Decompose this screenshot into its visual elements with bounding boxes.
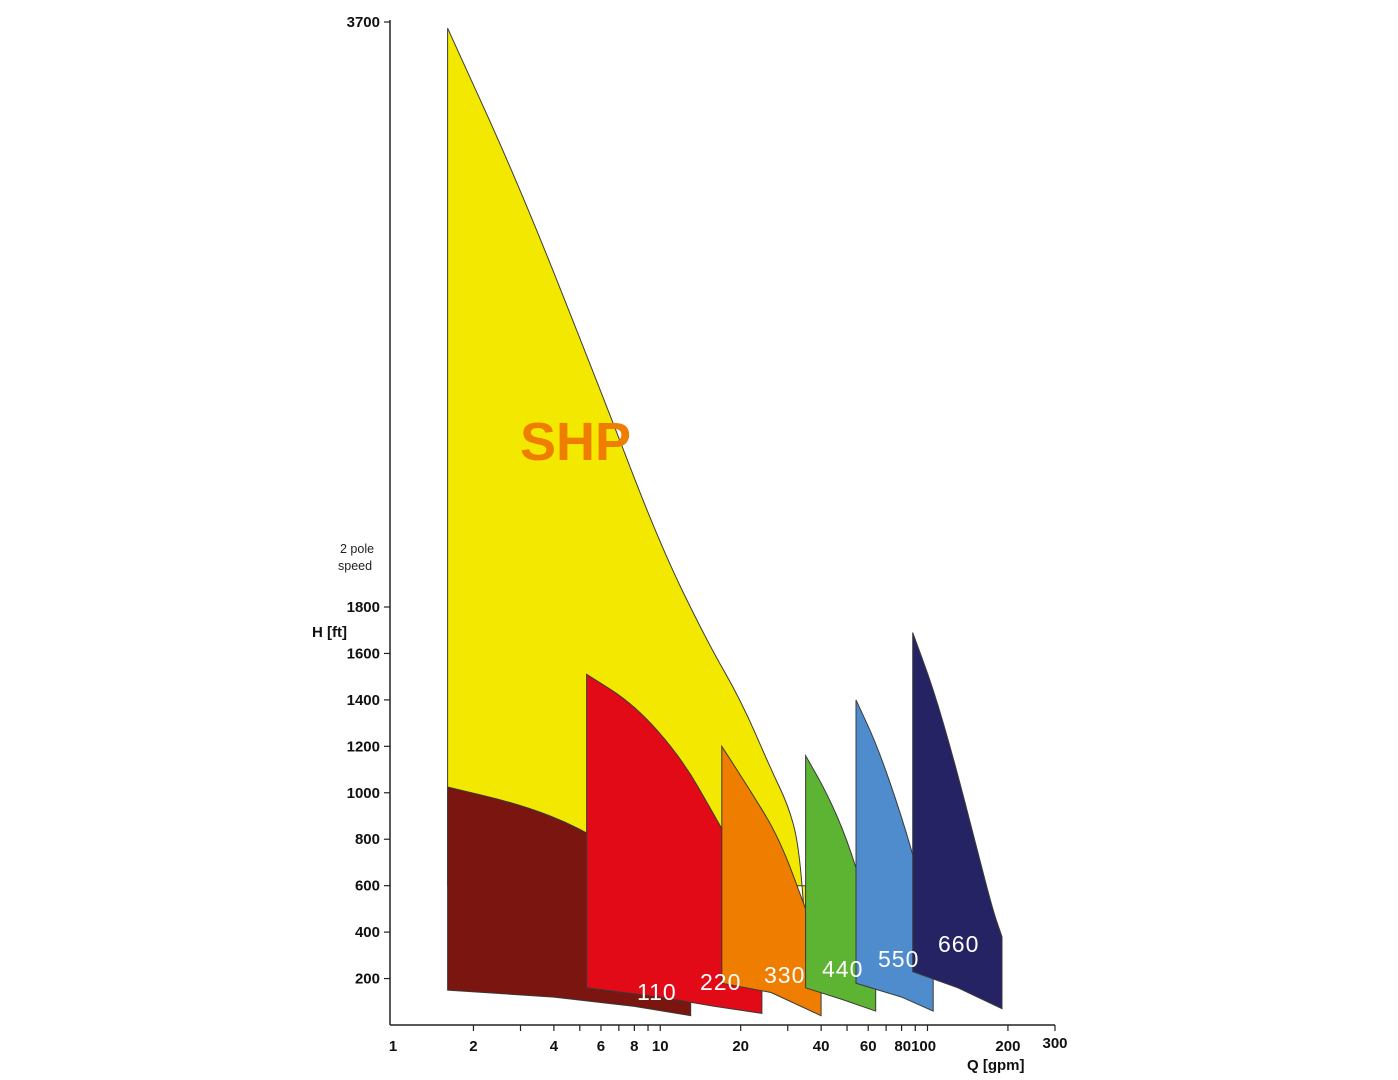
performance-regions <box>447 27 1003 1017</box>
x-tick-label-1: 1 <box>389 1038 397 1055</box>
x-tick-label-20: 20 <box>732 1038 749 1055</box>
region-label-440: 440 <box>822 956 863 982</box>
y-tick-label-1000: 1000 <box>347 785 380 802</box>
region-label-330: 330 <box>764 962 805 988</box>
region-label-550: 550 <box>878 946 919 972</box>
x-tick-label-300: 300 <box>1042 1035 1067 1052</box>
region-label-shp: SHP <box>520 412 631 472</box>
y-axis-title: H [ft] <box>312 624 347 641</box>
x-tick-label-6: 6 <box>597 1038 605 1055</box>
y-tick-label-1400: 1400 <box>347 692 380 709</box>
y-tick-label-200: 200 <box>355 971 380 988</box>
x-tick-label-2: 2 <box>469 1038 477 1055</box>
y-tick-label-1200: 1200 <box>347 738 380 755</box>
region-shp <box>447 27 807 933</box>
x-tick-label-40: 40 <box>813 1038 830 1055</box>
speed-note: 2 pole speed <box>338 542 378 573</box>
region-label-660: 660 <box>938 931 979 957</box>
y-tick-label-600: 600 <box>355 878 380 895</box>
region-labels: SHP 110 220 330 440 550 660 <box>520 412 979 1005</box>
region-label-220: 220 <box>700 969 741 995</box>
speed-note-line-2: speed <box>338 559 372 573</box>
x-tick-label-8: 8 <box>630 1038 638 1055</box>
y-ticks: 200 400 600 800 1000 1200 1400 1600 1800 3700 <box>347 14 390 988</box>
axes <box>389 20 1055 1026</box>
x-tick-label-60: 60 <box>860 1038 877 1055</box>
y-tick-label-800: 800 <box>355 831 380 848</box>
y-tick-label-1600: 1600 <box>347 645 380 662</box>
y-tick-label-3700: 3700 <box>347 14 380 31</box>
region-label-110: 110 <box>637 979 677 1005</box>
y-tick-label-1800: 1800 <box>347 599 380 616</box>
x-tick-label-10: 10 <box>652 1038 669 1055</box>
x-axis-title: Q [gpm] <box>967 1057 1025 1074</box>
speed-note-line-1: 2 pole <box>340 542 374 556</box>
x-tick-label-80100: 80100 <box>894 1038 936 1055</box>
x-tick-label-200: 200 <box>995 1038 1020 1055</box>
x-tick-label-4: 4 <box>550 1038 559 1055</box>
x-ticks: 1 2 4 6 8 10 20 40 60 80100 200 300 <box>389 1025 1068 1055</box>
y-tick-label-400: 400 <box>355 924 380 941</box>
region-660 <box>912 632 1003 1010</box>
